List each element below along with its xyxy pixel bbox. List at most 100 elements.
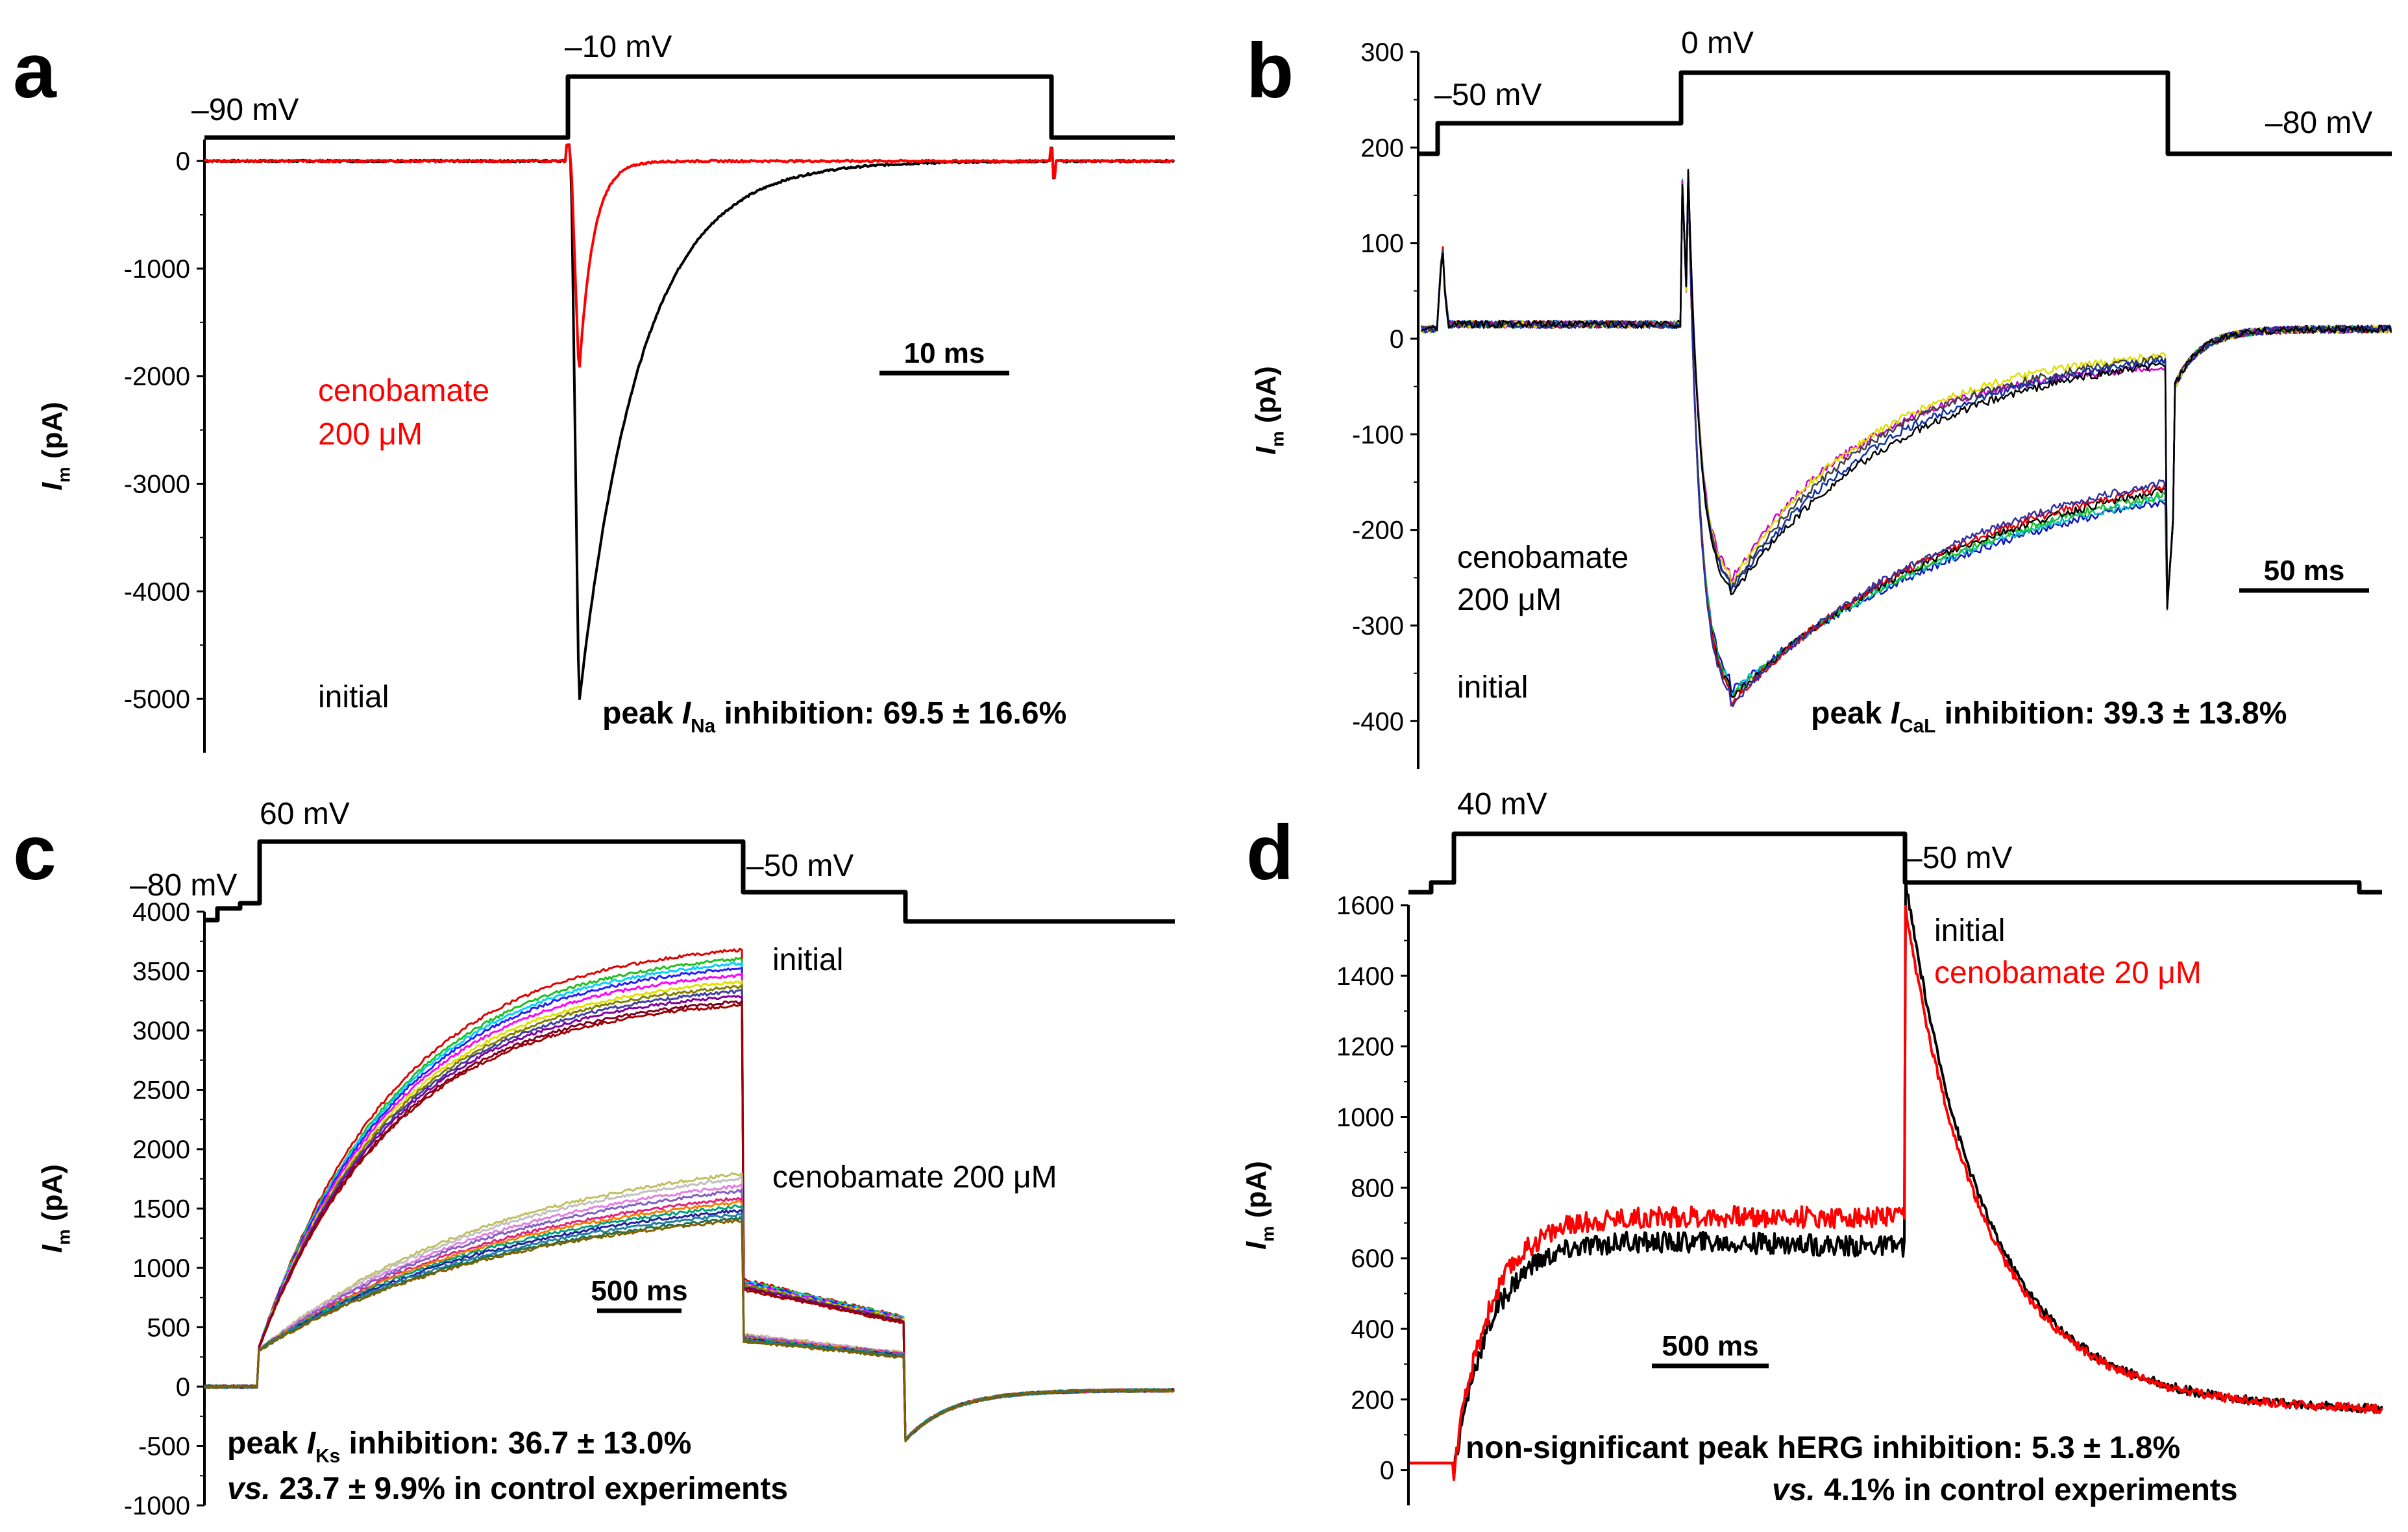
panel-c-y-tick-label: 500 bbox=[147, 1314, 190, 1343]
panel-c-y-tick-label: 1500 bbox=[132, 1195, 190, 1224]
panel-b-stat: peak ICaL inhibition: 39.3 ± 13.8% bbox=[1811, 696, 2287, 736]
panel-b-stat-part: CaL bbox=[1899, 715, 1935, 736]
panel-b-scale-bar-label: 50 ms bbox=[2264, 555, 2345, 587]
panel-a-legend-label: initial bbox=[318, 680, 389, 714]
panel-b-trace-cenobamate bbox=[1421, 171, 2392, 603]
panel-c-trace-initial bbox=[204, 956, 1175, 1441]
panel-b-y-tick-label: -300 bbox=[1352, 612, 1404, 640]
panel-d-protocol-label: 40 mV bbox=[1457, 787, 1547, 821]
panel-a-y-label: Im (pA) bbox=[36, 402, 73, 491]
panel-a-y-tick-label: -1000 bbox=[124, 255, 190, 284]
panel-d-label: d bbox=[1246, 809, 1294, 896]
panel-d-trace-cenobamate bbox=[1410, 905, 2383, 1481]
panel-b-y-tick-label: 200 bbox=[1360, 134, 1404, 162]
panel-b-trace-cenobamate bbox=[1420, 171, 2392, 604]
panel-c-trace-cenobamate bbox=[203, 1200, 1175, 1441]
panel-d-y-label: Im (pA) bbox=[1240, 1161, 1277, 1250]
panel-b-trace-cenobamate bbox=[1421, 169, 2392, 609]
panel-d: 1600 1400 1200 1000 800 600 400 200 0 Im (pA) 40 m… bbox=[1240, 787, 2383, 1507]
panel-c-trace-cenobamate bbox=[204, 1204, 1175, 1442]
panel-a-legend-label: 200 μM bbox=[318, 417, 423, 452]
panel-d-y-tick-label: 200 bbox=[1351, 1386, 1394, 1415]
panel-b-trace-initial bbox=[1421, 173, 2392, 699]
panel-d-protocol-label: –50 mV bbox=[1905, 841, 2012, 875]
panel-c-trace-initial bbox=[204, 995, 1175, 1441]
panel-b-y-label-text-part: I bbox=[1250, 446, 1282, 455]
panel-b-trace-cenobamate bbox=[1421, 172, 2392, 608]
panel-b-y-tick-label: 300 bbox=[1360, 38, 1404, 67]
panel-a-y-label-text-part: I bbox=[36, 482, 68, 491]
panel-d-y-tick-label: 400 bbox=[1351, 1315, 1394, 1344]
panel-d-legend-label: cenobamate 20 μM bbox=[1934, 956, 2202, 990]
panel-c-trace-initial bbox=[204, 967, 1175, 1442]
panel-d-y-tick-label: 0 bbox=[1380, 1457, 1394, 1485]
panel-d-legend-label: initial bbox=[1934, 914, 2005, 948]
panel-c-y-tick-label: 1000 bbox=[132, 1254, 190, 1283]
panel-a-protocol-label: –10 mV bbox=[565, 30, 672, 64]
panel-d-y-tick-label: 800 bbox=[1351, 1174, 1394, 1202]
panel-a-stat-part: inhibition: 69.5 ± 16.6% bbox=[715, 696, 1066, 731]
panel-a-label: a bbox=[13, 27, 57, 114]
panel-d-stat: non-significant peak hERG inhibition: 5.… bbox=[1466, 1431, 2180, 1465]
panel-a-legend-label: cenobamate bbox=[318, 374, 489, 408]
panel-b-legend-label: 200 μM bbox=[1457, 583, 1562, 617]
panel-d-y-tick-label: 1600 bbox=[1336, 892, 1394, 920]
panel-b-legend-label: initial bbox=[1457, 670, 1528, 705]
panel-d-y-tick-label: 1400 bbox=[1336, 962, 1394, 991]
panel-a-y-tick-label: 0 bbox=[176, 147, 190, 176]
panel-c-y-tick-label: 2000 bbox=[132, 1136, 190, 1164]
panel-c-trace-cenobamate bbox=[204, 1216, 1175, 1442]
panel-a-protocol-label: –90 mV bbox=[191, 93, 299, 127]
panel-c-y-tick-label: 4000 bbox=[132, 898, 190, 927]
panel-c-legend-label: cenobamate 200 μM bbox=[772, 1160, 1057, 1195]
panel-c-y-tick-label: -1000 bbox=[124, 1492, 190, 1520]
panel-c-protocol-label: 60 mV bbox=[260, 797, 350, 831]
panel-d-stat-2-part: vs. bbox=[1772, 1473, 1815, 1507]
panel-b-stat-part: inhibition: 39.3 ± 13.8% bbox=[1935, 696, 2287, 731]
panel-c-stat: peak IKs inhibition: 36.7 ± 13.0% bbox=[227, 1426, 691, 1466]
panel-d-protocol-trace bbox=[1408, 831, 2382, 895]
panel-c-protocol-label: –50 mV bbox=[746, 849, 854, 883]
panel-b-y-label: Im (pA) bbox=[1250, 366, 1287, 455]
panel-d-y-label-text-part: (pA) bbox=[1240, 1161, 1272, 1226]
panel-d-stat-2-part: 4.1% in control experiments bbox=[1815, 1473, 2238, 1507]
panel-c-y-tick-label: -500 bbox=[138, 1433, 190, 1461]
panel-b-trace-initial bbox=[1420, 178, 2392, 707]
panel-a-stat: peak INa inhibition: 69.5 ± 16.6% bbox=[602, 696, 1066, 736]
panel-c-trace-initial bbox=[204, 972, 1175, 1442]
panel-d-y-tick-label: 1200 bbox=[1336, 1033, 1394, 1062]
panel-c-label: c bbox=[13, 809, 56, 896]
panel-c-y-label-text-part: m bbox=[53, 1229, 73, 1245]
panel-d-scale-bar-label: 500 ms bbox=[1662, 1330, 1758, 1362]
panel-c-trace-initial bbox=[204, 1003, 1175, 1441]
panel-c-trace-cenobamate bbox=[204, 1212, 1175, 1441]
panel-a-y-label-text-part: m bbox=[53, 467, 73, 482]
panel-a-stat-part: I bbox=[682, 696, 692, 731]
panel-c-legend-label: initial bbox=[772, 943, 843, 977]
panel-d-y-label-text-part: m bbox=[1257, 1226, 1277, 1241]
panel-c: 4000 3500 3000 2500 2000 1500 1000 500 0 -500 -100… bbox=[36, 797, 1175, 1520]
panel-c-y-label: Im (pA) bbox=[36, 1164, 73, 1253]
panel-c-protocol-trace bbox=[204, 839, 1175, 924]
panel-c-y-label-text-part: I bbox=[36, 1245, 68, 1253]
panel-c-trace-cenobamate bbox=[204, 1219, 1175, 1442]
panel-d-y-tick-label: 600 bbox=[1351, 1245, 1394, 1273]
panel-b-y-tick-label: 100 bbox=[1360, 230, 1404, 258]
panel-b-y-tick-label: -100 bbox=[1352, 420, 1404, 449]
panel-a-scale-bar-label: 10 ms bbox=[904, 337, 985, 369]
panel-c-scale-bar-label: 500 ms bbox=[591, 1275, 687, 1307]
panel-c-stat-2: vs. 23.7 ± 9.9% in control experiments bbox=[227, 1472, 788, 1506]
panel-a-y-tick-label: -5000 bbox=[124, 685, 190, 714]
panel-a-trace-cenobamate bbox=[203, 143, 1175, 368]
panel-c-y-label-text: Im (pA) bbox=[36, 1164, 73, 1253]
panel-c-protocol-label: –80 mV bbox=[130, 868, 237, 903]
panel-a-stat-part: Na bbox=[691, 715, 715, 736]
panel-b-legend-label: cenobamate bbox=[1457, 541, 1628, 575]
panel-a-y-tick-label: -2000 bbox=[124, 363, 190, 391]
panel-b-trace-initial bbox=[1421, 175, 2392, 694]
panel-d-stat-part: non-significant peak hERG inhibition: 5.… bbox=[1466, 1431, 2180, 1465]
panel-d-stat-2: vs. 4.1% in control experiments bbox=[1772, 1473, 2238, 1507]
panel-b-trace-initial bbox=[1421, 178, 2392, 707]
panel-b-protocol-trace bbox=[1418, 70, 2392, 156]
panel-a-protocol-trace bbox=[204, 74, 1175, 140]
